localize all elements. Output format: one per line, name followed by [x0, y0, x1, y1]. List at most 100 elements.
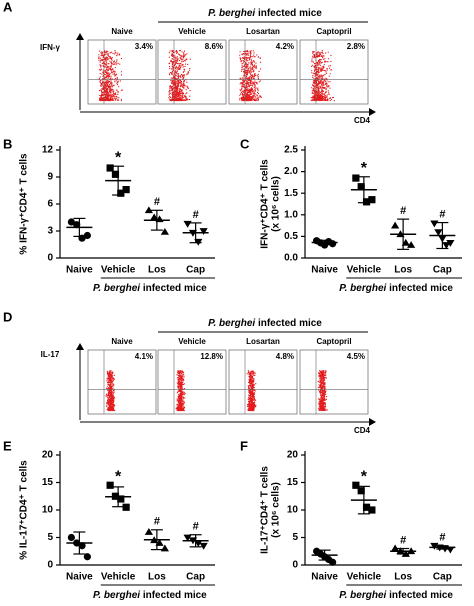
error-bar: [150, 209, 163, 231]
data-point: [67, 533, 75, 542]
data-point: [160, 227, 169, 235]
data-point: [155, 539, 164, 546]
x-tick-label: Vehicle: [101, 265, 136, 276]
y-tick-label: 10: [42, 505, 54, 516]
arrow-head: [76, 343, 84, 350]
significance-mark: #: [400, 534, 406, 546]
significance-mark: #: [193, 521, 199, 533]
group-label: P. berghei infected mice: [339, 590, 453, 601]
error-bar: [397, 218, 410, 250]
data-point: [106, 481, 114, 489]
percent-label: 4.5%: [347, 352, 365, 361]
panel-letter: E: [3, 438, 12, 453]
y-tick-label: 10: [287, 505, 299, 516]
group-label: P. berghei infected mice: [93, 590, 207, 601]
group-label: P. berghei infected mice: [208, 8, 322, 19]
x-tick-label: Cap: [186, 572, 205, 583]
y-axis-label: % IFN-γ⁺CD4⁺ T cells: [19, 153, 30, 255]
y-tick-label: 1.0: [284, 209, 298, 220]
x-tick-label: Naive: [311, 265, 338, 276]
panel-letter: F: [240, 438, 248, 453]
y-axis-label: % IL-17⁺CD4⁺ T cells: [19, 460, 30, 560]
group-label-text: infected mice: [258, 318, 322, 329]
group-label-italic: P. berghei: [339, 283, 386, 294]
y-tick-label: 5: [47, 532, 53, 543]
data-point: [446, 240, 455, 247]
data-point: [401, 238, 410, 246]
y-tick-label: 5: [292, 532, 298, 543]
data-point: [391, 221, 400, 229]
y-axis-label: IFN-γ⁺CD4⁺ T cells: [260, 159, 271, 249]
y-tick-label: 0: [47, 253, 53, 264]
flow-xlabel: CD4: [354, 116, 371, 125]
group-label-text: infected mice: [389, 590, 453, 601]
data-point: [183, 534, 192, 542]
data-point: [357, 487, 365, 495]
group-label-text: infected mice: [143, 283, 207, 294]
significance-mark: #: [400, 205, 406, 217]
percent-label: 8.6%: [205, 42, 223, 51]
flow-ylabel: IL-17: [41, 350, 60, 359]
y-tick-label: 3: [47, 226, 53, 237]
significance-mark: *: [361, 160, 368, 177]
plot-frame: [299, 349, 369, 415]
group-label-text: infected mice: [389, 283, 453, 294]
error-bar: [357, 176, 370, 204]
data-point: [122, 186, 130, 194]
percent-label: 3.4%: [135, 42, 153, 51]
x-tick-label: Cap: [433, 265, 452, 276]
y-tick-label: 0: [47, 560, 53, 571]
event-dots: [317, 370, 328, 411]
y-tick-label: 9: [47, 172, 53, 183]
error-bar: [189, 222, 202, 244]
arrow-head: [369, 418, 376, 426]
error-bar: [150, 529, 163, 551]
plot-title: Losartan: [246, 337, 280, 346]
error-bar: [73, 217, 86, 237]
plot-title: Vehicle: [178, 337, 206, 346]
plot-frame: [228, 349, 298, 415]
significance-mark: *: [115, 468, 122, 485]
error-bar: [436, 221, 449, 250]
x-tick-label: Naive: [66, 265, 93, 276]
group-label-italic: P. berghei: [93, 590, 140, 601]
x-tick-label: Cap: [433, 572, 452, 583]
flow-ylabel: IFN-γ: [40, 43, 61, 52]
group-label-text: infected mice: [258, 8, 322, 19]
y-tick-label: 2.5: [284, 145, 298, 156]
significance-mark: #: [193, 209, 199, 221]
y-tick-label: 15: [42, 477, 54, 488]
percent-label: 12.8%: [200, 352, 223, 361]
group-label-italic: P. berghei: [208, 318, 255, 329]
data-point: [122, 503, 130, 511]
x-tick-label: Naive: [66, 572, 93, 583]
arrow-head: [76, 33, 84, 40]
group-label: P. berghei infected mice: [208, 318, 322, 329]
x-tick-label: Vehicle: [347, 265, 382, 276]
y-axis-label: (x 10⁶ cells): [271, 482, 282, 538]
plot-frame: [87, 349, 157, 415]
error-bar: [112, 165, 125, 196]
percent-label: 2.8%: [347, 42, 365, 51]
plot-title: Captopril: [316, 27, 351, 36]
x-tick-label: Vehicle: [347, 572, 382, 583]
data-point: [352, 481, 360, 489]
data-point: [391, 544, 400, 552]
plot-title: Vehicle: [178, 27, 206, 36]
percent-label: 4.1%: [135, 352, 153, 361]
y-tick-label: 20: [287, 450, 299, 461]
significance-mark: #: [439, 208, 445, 220]
group-label: P. berghei infected mice: [339, 283, 453, 294]
event-dots: [105, 370, 116, 412]
data-point: [368, 506, 376, 514]
significance-mark: *: [361, 468, 368, 485]
y-axis-label: IL-17⁺CD4⁺ T cells: [260, 466, 271, 554]
x-tick-label: Los: [394, 265, 412, 276]
x-tick-label: Cap: [186, 265, 205, 276]
plot-title: Naive: [111, 27, 133, 36]
y-tick-label: 6: [47, 199, 53, 210]
plot-frame: [157, 39, 227, 105]
y-tick-label: 0.5: [284, 231, 298, 242]
error-bar: [397, 547, 410, 555]
